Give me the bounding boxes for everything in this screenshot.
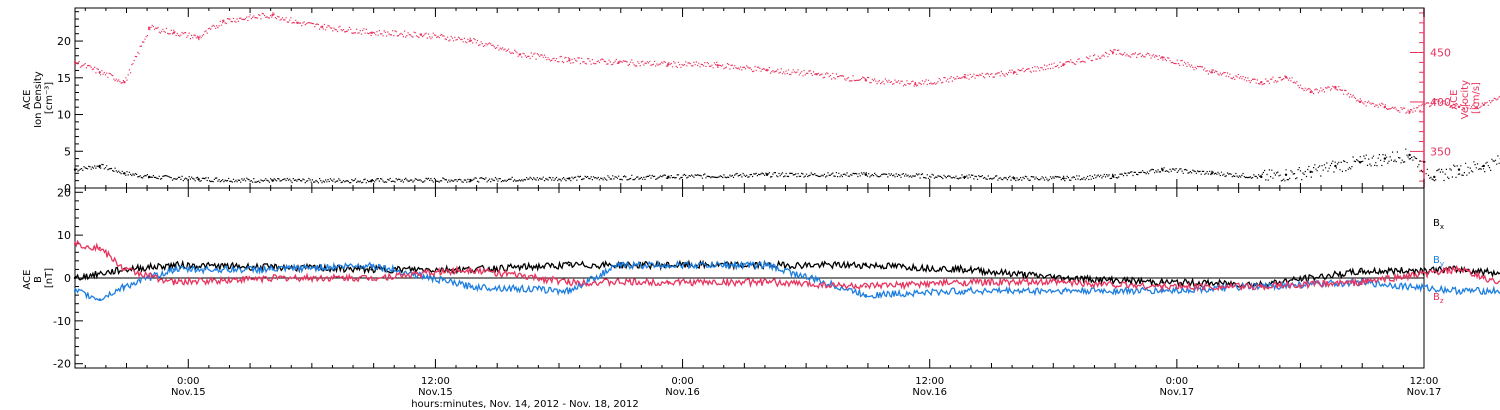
data-point bbox=[1284, 173, 1288, 176]
data-point bbox=[716, 64, 719, 67]
data-point bbox=[864, 285, 868, 288]
b-tick-label: 10 bbox=[57, 229, 71, 242]
velocity-tick-label: 450 bbox=[1430, 47, 1451, 60]
data-point bbox=[73, 61, 77, 64]
time-tick-label: 12:00 bbox=[421, 376, 450, 387]
data-point bbox=[1358, 281, 1362, 284]
date-tick-label: Nov.17 bbox=[1160, 387, 1195, 398]
date-tick-label: Nov.15 bbox=[171, 387, 206, 398]
data-point bbox=[914, 82, 917, 86]
data-point bbox=[963, 268, 966, 271]
time-axis-title: hours:minutes, Nov. 14, 2012 - Nov. 18, … bbox=[411, 399, 639, 410]
data-point bbox=[1433, 175, 1436, 179]
data-point bbox=[1457, 168, 1461, 171]
velocity-tick-label: 350 bbox=[1430, 145, 1451, 158]
time-tick-label: 0:00 bbox=[671, 376, 693, 387]
data-point bbox=[1334, 164, 1337, 168]
data-point bbox=[1334, 85, 1337, 89]
date-tick-label: Nov.15 bbox=[418, 387, 453, 398]
magnetic-series bbox=[73, 239, 1500, 302]
density-axis-title: ACE Ion Density [cm⁻³] bbox=[22, 68, 55, 128]
density-tick-label: 0 bbox=[64, 182, 71, 195]
magnetic-field-panel: -20 -10 0 10 20 ACE B [nT] Bx By Bz bbox=[22, 186, 1500, 371]
by-series bbox=[74, 259, 1500, 302]
b-axis-title: ACE B [nT] bbox=[22, 266, 55, 289]
data-point bbox=[1260, 175, 1263, 179]
b-tick-label: -20 bbox=[53, 358, 71, 371]
density-tick-label: 15 bbox=[57, 72, 71, 85]
data-point bbox=[864, 293, 868, 297]
date-tick-label: Nov.17 bbox=[1407, 387, 1442, 398]
bx-series bbox=[74, 259, 1500, 289]
time-tick-label: 12:00 bbox=[1410, 376, 1439, 387]
data-point bbox=[568, 263, 571, 267]
data-point bbox=[98, 164, 101, 168]
legend-bz: Bz bbox=[1433, 292, 1444, 305]
time-tick-label: 0:00 bbox=[1166, 376, 1188, 387]
data-point bbox=[617, 263, 620, 267]
b-tick-label: -10 bbox=[53, 315, 71, 328]
data-point bbox=[568, 59, 571, 62]
data-point bbox=[271, 13, 274, 17]
data-point bbox=[666, 63, 670, 66]
b-tick-label: 0 bbox=[64, 272, 71, 285]
bz-series bbox=[74, 239, 1500, 292]
legend-by: By bbox=[1433, 255, 1444, 268]
time-tick-label: 12:00 bbox=[915, 376, 944, 387]
date-tick-label: Nov.16 bbox=[912, 387, 947, 398]
data-point bbox=[147, 26, 151, 29]
plasma-series bbox=[73, 12, 1500, 184]
data-point bbox=[1383, 157, 1387, 160]
time-tick-label: 0:00 bbox=[177, 376, 199, 387]
data-point bbox=[98, 246, 101, 250]
plasma-panel-frame bbox=[74, 7, 1425, 189]
data-point bbox=[1482, 164, 1485, 168]
data-point bbox=[963, 76, 966, 79]
data-point bbox=[172, 268, 176, 271]
velocity-axis-title: ACE Velocity [km/s] bbox=[1449, 77, 1482, 119]
data-point bbox=[1408, 110, 1411, 114]
data-point bbox=[1433, 100, 1436, 104]
data-point bbox=[197, 36, 200, 39]
density-series bbox=[75, 148, 1500, 184]
data-point bbox=[1309, 90, 1312, 94]
legend-bx: Bx bbox=[1433, 218, 1444, 231]
density-axis-ticks: 0 5 10 15 20 bbox=[57, 11, 83, 195]
data-point bbox=[1408, 153, 1411, 157]
b-axis-ticks: -20 -10 0 10 20 bbox=[53, 186, 83, 371]
b-tick-label: 20 bbox=[57, 186, 71, 199]
data-point bbox=[73, 289, 77, 293]
density-tick-label: 20 bbox=[57, 35, 71, 48]
velocity-series bbox=[75, 12, 1500, 115]
date-tick-label: Nov.16 bbox=[665, 387, 700, 398]
density-tick-label: 10 bbox=[57, 109, 71, 122]
density-tick-label: 5 bbox=[64, 145, 71, 158]
time-axis-ticks: 0:00Nov.1512:00Nov.150:00Nov.1612:00Nov.… bbox=[84, 8, 1442, 398]
